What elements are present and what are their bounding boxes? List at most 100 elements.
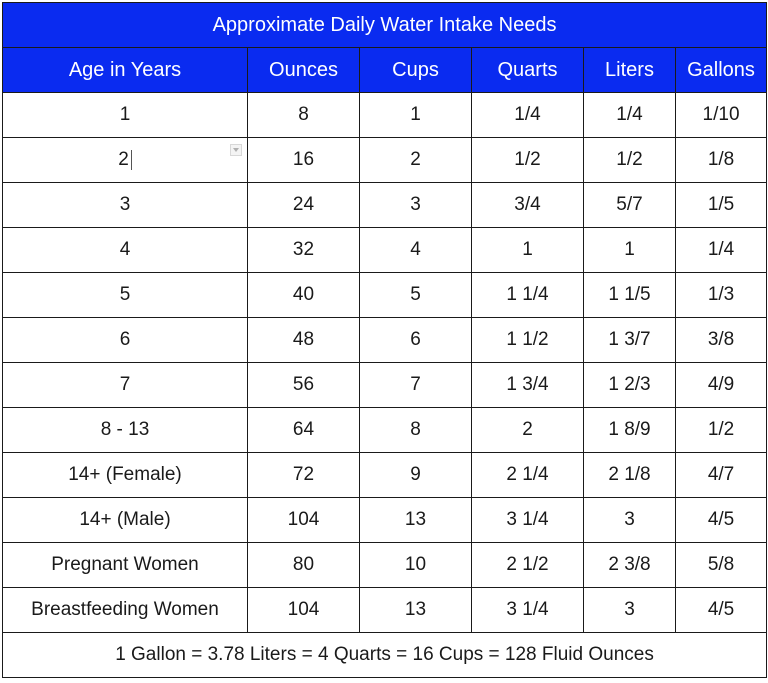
cell-quarts[interactable]: 3 1/4 <box>471 587 584 633</box>
cell-liters[interactable]: 5/7 <box>583 182 676 228</box>
cell-cups[interactable]: 5 <box>359 272 472 318</box>
column-header-quarts[interactable]: Quarts <box>471 47 584 93</box>
cell-ounces[interactable]: 48 <box>247 317 360 363</box>
text-cursor <box>130 149 132 170</box>
cell-cups[interactable]: 13 <box>359 497 472 543</box>
table-row: 3 24 3 3/4 5/7 1/5 <box>2 182 768 228</box>
cell-age[interactable]: Pregnant Women <box>2 542 248 588</box>
cell-ounces[interactable]: 24 <box>247 182 360 228</box>
cell-quarts[interactable]: 3/4 <box>471 182 584 228</box>
cell-liters[interactable]: 2 1/8 <box>583 452 676 498</box>
conversion-note[interactable]: 1 Gallon = 3.78 Liters = 4 Quarts = 16 C… <box>1 632 768 678</box>
cell-quarts[interactable]: 1 3/4 <box>471 362 584 408</box>
cell-cups[interactable]: 8 <box>359 407 472 453</box>
cell-cups[interactable]: 4 <box>359 227 472 273</box>
cell-liters[interactable]: 1/4 <box>583 92 676 138</box>
cell-age[interactable]: 3 <box>2 182 248 228</box>
cell-ounces[interactable]: 104 <box>247 497 360 543</box>
cell-gallons[interactable]: 1/2 <box>674 407 768 453</box>
column-header-cups[interactable]: Cups <box>359 47 472 93</box>
cell-gallons[interactable]: 3/8 <box>674 317 768 363</box>
cell-age-text: 2 <box>118 149 129 170</box>
cell-gallons[interactable]: 5/8 <box>674 542 768 588</box>
table-row: Breastfeeding Women 104 13 3 1/4 3 4/5 <box>2 587 768 633</box>
cell-quarts[interactable]: 2 <box>471 407 584 453</box>
cell-liters[interactable]: 3 <box>583 587 676 633</box>
cell-quarts[interactable]: 2 1/2 <box>471 542 584 588</box>
cell-gallons[interactable]: 1/3 <box>674 272 768 318</box>
table-row: 6 48 6 1 1/2 1 3/7 3/8 <box>2 317 768 363</box>
cell-quarts[interactable]: 1/2 <box>471 137 584 183</box>
cell-age[interactable]: 6 <box>2 317 248 363</box>
table-row: 7 56 7 1 3/4 1 2/3 4/9 <box>2 362 768 408</box>
cell-quarts[interactable]: 1/4 <box>471 92 584 138</box>
cell-ounces[interactable]: 8 <box>247 92 360 138</box>
cell-ounces[interactable]: 40 <box>247 272 360 318</box>
cell-ounces[interactable]: 64 <box>247 407 360 453</box>
cell-gallons[interactable]: 1/4 <box>674 227 768 273</box>
cell-quarts[interactable]: 1 1/2 <box>471 317 584 363</box>
table-row: 1 8 1 1/4 1/4 1/10 <box>2 92 768 138</box>
cell-ounces[interactable]: 72 <box>247 452 360 498</box>
cell-cups[interactable]: 7 <box>359 362 472 408</box>
cell-gallons[interactable]: 4/5 <box>674 587 768 633</box>
cell-gallons[interactable]: 1/8 <box>674 137 768 183</box>
cell-gallons[interactable]: 4/5 <box>674 497 768 543</box>
cell-gallons[interactable]: 4/7 <box>674 452 768 498</box>
cell-age[interactable]: Breastfeeding Women <box>2 587 248 633</box>
table-row: 8 - 13 64 8 2 1 8/9 1/2 <box>2 407 768 453</box>
cell-age[interactable]: 1 <box>2 92 248 138</box>
cell-gallons[interactable]: 1/5 <box>674 182 768 228</box>
cell-age[interactable]: 4 <box>2 227 248 273</box>
table-header-row: Age in Years Ounces Cups Quarts Liters G… <box>2 47 768 93</box>
table-row: 2 16 2 1/2 1/2 1/8 <box>2 137 768 183</box>
cell-liters[interactable]: 1 1/5 <box>583 272 676 318</box>
cell-age[interactable]: 14+ (Male) <box>2 497 248 543</box>
cell-cups[interactable]: 3 <box>359 182 472 228</box>
cell-quarts[interactable]: 2 1/4 <box>471 452 584 498</box>
cell-ounces[interactable]: 32 <box>247 227 360 273</box>
column-header-gallons[interactable]: Gallons <box>674 47 768 93</box>
cell-ounces[interactable]: 16 <box>247 137 360 183</box>
column-header-liters[interactable]: Liters <box>583 47 676 93</box>
cell-liters[interactable]: 3 <box>583 497 676 543</box>
cell-cups[interactable]: 2 <box>359 137 472 183</box>
cell-liters[interactable]: 1 8/9 <box>583 407 676 453</box>
cell-liters[interactable]: 1/2 <box>583 137 676 183</box>
table-row: 14+ (Female) 72 9 2 1/4 2 1/8 4/7 <box>2 452 768 498</box>
cell-cups[interactable]: 6 <box>359 317 472 363</box>
cell-cups[interactable]: 9 <box>359 452 472 498</box>
cell-quarts[interactable]: 1 1/4 <box>471 272 584 318</box>
cell-age-selected[interactable]: 2 <box>2 137 248 183</box>
cell-age[interactable]: 14+ (Female) <box>2 452 248 498</box>
table-footer-row: 1 Gallon = 3.78 Liters = 4 Quarts = 16 C… <box>1 632 768 678</box>
table-row: Pregnant Women 80 10 2 1/2 2 3/8 5/8 <box>2 542 768 588</box>
cell-ounces[interactable]: 80 <box>247 542 360 588</box>
cell-liters[interactable]: 1 3/7 <box>583 317 676 363</box>
cell-quarts[interactable]: 1 <box>471 227 584 273</box>
table-title-row: Approximate Daily Water Intake Needs <box>1 2 768 48</box>
cell-cups[interactable]: 10 <box>359 542 472 588</box>
table-row: 4 32 4 1 1 1/4 <box>2 227 768 273</box>
cell-quarts[interactable]: 3 1/4 <box>471 497 584 543</box>
cell-liters[interactable]: 2 3/8 <box>583 542 676 588</box>
cell-ounces[interactable]: 56 <box>247 362 360 408</box>
table-row: 14+ (Male) 104 13 3 1/4 3 4/5 <box>2 497 768 543</box>
cell-age[interactable]: 5 <box>2 272 248 318</box>
cell-age[interactable]: 7 <box>2 362 248 408</box>
column-header-ounces[interactable]: Ounces <box>247 47 360 93</box>
chevron-down-icon[interactable] <box>230 144 242 156</box>
cell-ounces[interactable]: 104 <box>247 587 360 633</box>
cell-liters[interactable]: 1 2/3 <box>583 362 676 408</box>
table-row: 5 40 5 1 1/4 1 1/5 1/3 <box>2 272 768 318</box>
cell-gallons[interactable]: 4/9 <box>674 362 768 408</box>
cell-liters[interactable]: 1 <box>583 227 676 273</box>
table-title[interactable]: Approximate Daily Water Intake Needs <box>1 2 768 48</box>
column-header-age[interactable]: Age in Years <box>2 47 248 93</box>
cell-age[interactable]: 8 - 13 <box>2 407 248 453</box>
cell-cups[interactable]: 1 <box>359 92 472 138</box>
cell-gallons[interactable]: 1/10 <box>674 92 768 138</box>
cell-cups[interactable]: 13 <box>359 587 472 633</box>
